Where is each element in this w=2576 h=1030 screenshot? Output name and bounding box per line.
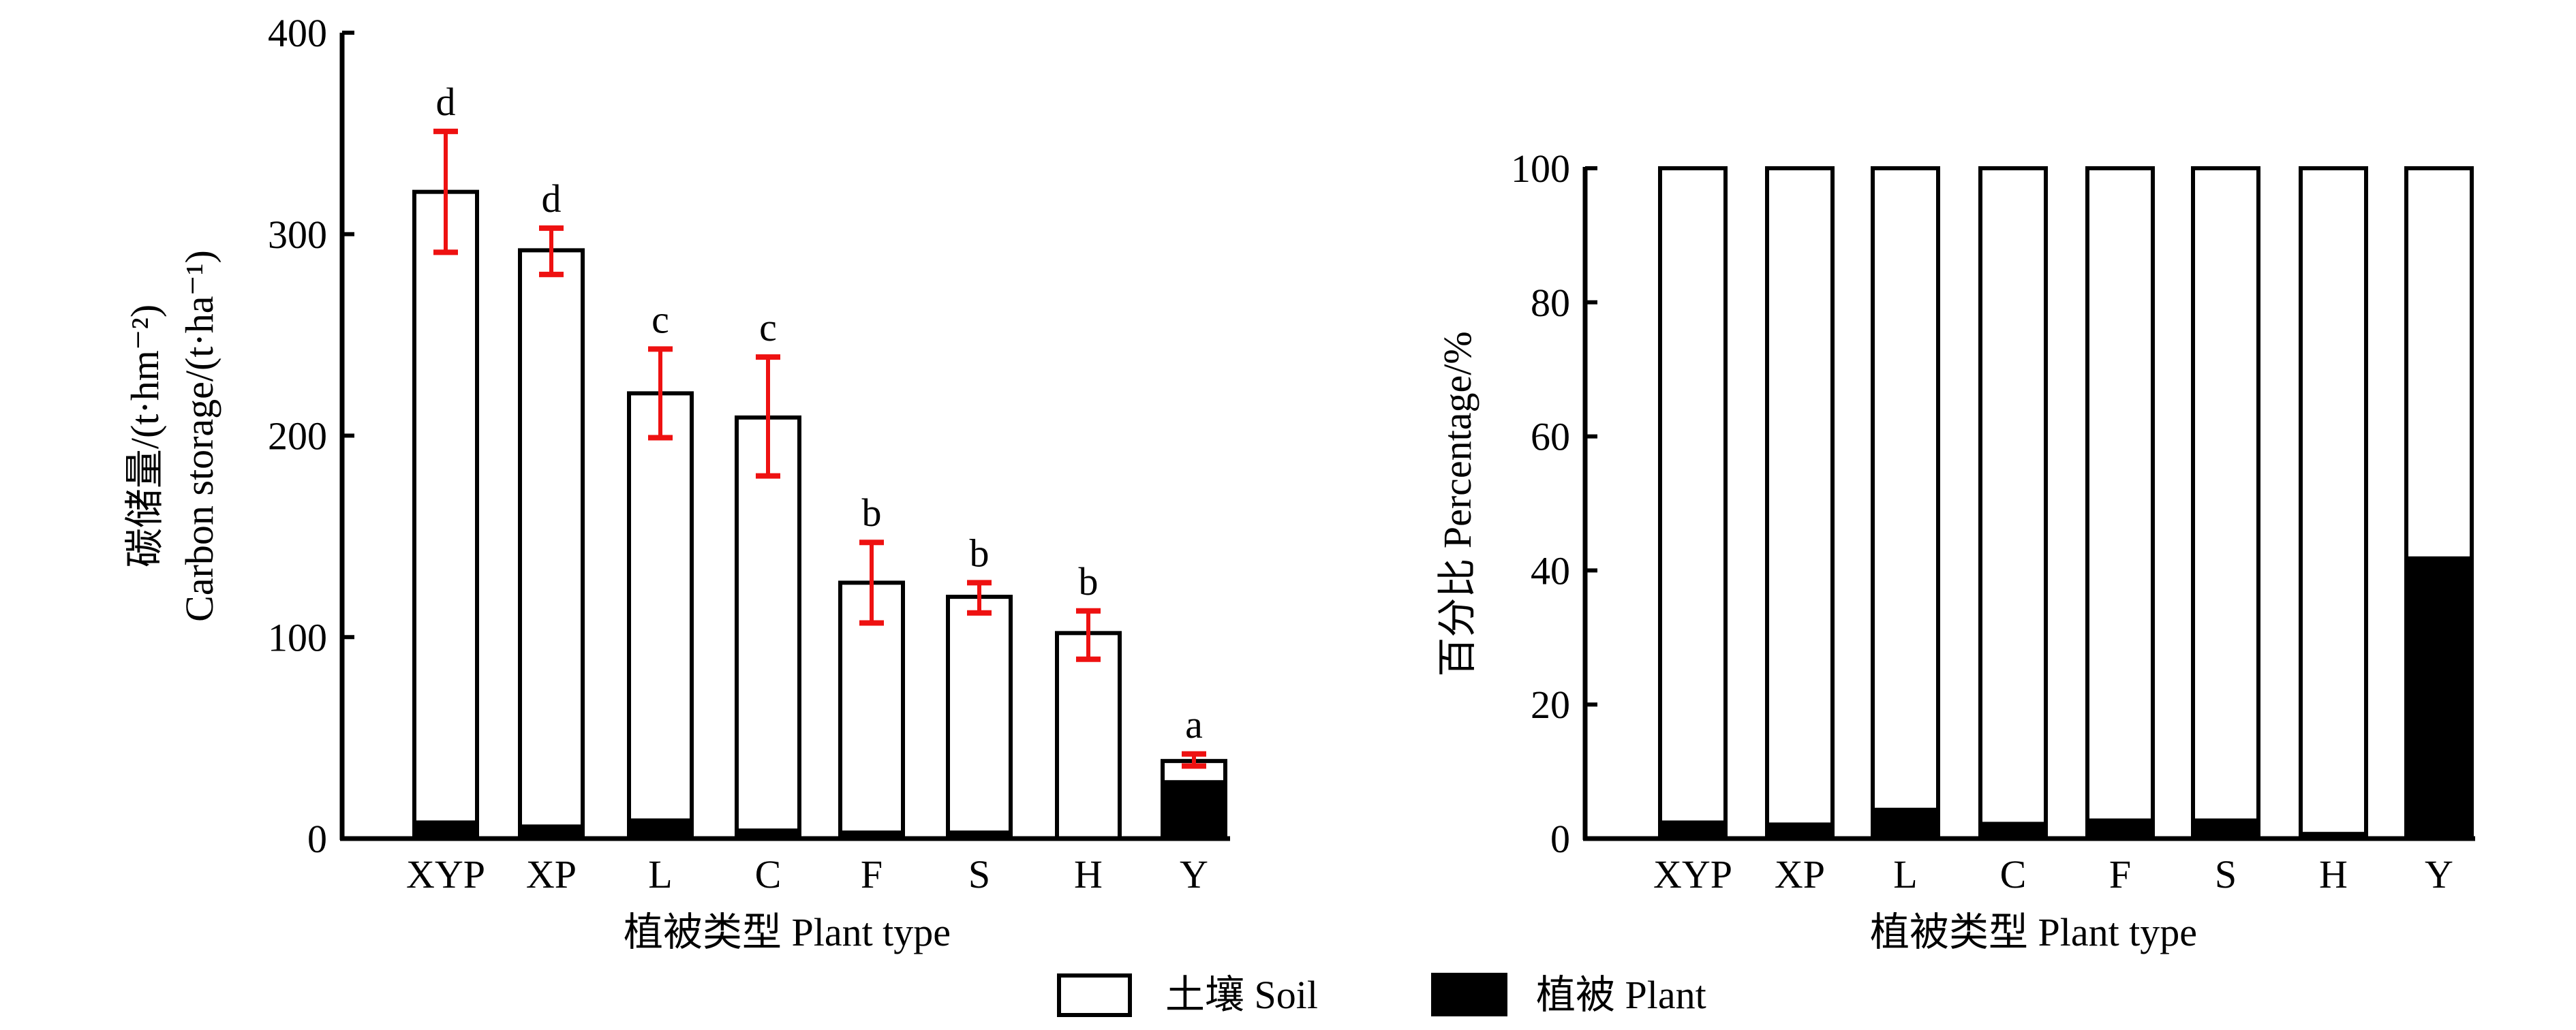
bar-soil-s [2191, 166, 2260, 841]
y-tick-label: 60 [1531, 415, 1570, 459]
bar-plant-xyp [414, 820, 477, 839]
bar-plant-f [2087, 818, 2153, 839]
y-tick-label: 0 [1550, 817, 1570, 861]
error-bar-c [756, 354, 780, 479]
bar-soil-f [2085, 166, 2155, 841]
bar-plant-l [1873, 807, 1938, 839]
x-tick-label: L [648, 852, 672, 896]
bar-plant-s [2193, 818, 2258, 839]
legend-swatch-soil [1057, 973, 1132, 1017]
left-y-axis-label-cn: 碳储量/(t·hm⁻²) [123, 305, 167, 567]
error-bar-xyp [433, 128, 458, 255]
x-tick-label: F [861, 852, 883, 896]
legend: 土壤 Soil 植被 Plant [1057, 973, 1706, 1017]
y-tick-label: 80 [1531, 281, 1570, 325]
bar-plant-c [1980, 822, 2046, 839]
y-tick-label: 200 [268, 414, 327, 458]
carbon-storage-chart: d d c c b b b a 0 100 200 300 400 XYP XP L C F S H Y 植被类型 … [123, 11, 1230, 954]
x-tick-label: Y [2425, 852, 2453, 896]
error-bar-f [859, 540, 884, 626]
legend-label-plant: 植被 Plant [1536, 973, 1706, 1017]
error-bar-l [648, 346, 673, 441]
bar-soil-h [2299, 166, 2368, 841]
bar-plant-xp [1767, 822, 1833, 839]
significance-letter: b [862, 490, 882, 535]
bar-plant-s [948, 830, 1011, 839]
x-tick-label: XYP [1653, 852, 1732, 896]
error-bar-xp [539, 225, 564, 277]
x-tick-label: XP [526, 852, 577, 896]
error-bar-y [1182, 751, 1206, 769]
y-tick-label: 20 [1531, 683, 1570, 727]
left-x-axis-label: 植被类型 Plant type [624, 910, 951, 954]
x-tick-label: S [968, 852, 990, 896]
right-y-axis-label: 百分比 Percentage/% [1435, 331, 1479, 676]
legend-label-soil: 土壤 Soil [1165, 973, 1318, 1017]
bar-soil-h [1055, 631, 1122, 841]
bar-plant-c [737, 828, 799, 839]
error-bar-h [1076, 608, 1101, 662]
right-y-ticks: 0 20 40 60 80 100 [1511, 146, 1597, 861]
y-tick-label: 0 [307, 817, 327, 861]
significance-letter: d [542, 176, 562, 221]
y-tick-label: 400 [268, 11, 327, 55]
x-tick-label: XYP [406, 852, 485, 896]
significance-letter: d [436, 80, 456, 124]
bar-soil-l [627, 391, 694, 841]
x-tick-label: Y [1180, 852, 1208, 896]
right-x-tick-labels: XYP XP L C F S H Y [1653, 852, 2453, 896]
bar-soil-xyp [1658, 166, 1728, 841]
bar-soil-s [946, 595, 1013, 841]
bar-soil-xp [518, 248, 585, 841]
right-x-axis-label: 植被类型 Plant type [1870, 910, 2197, 954]
left-y-axis-label-en: Carbon storage/(t·ha⁻¹) [177, 250, 221, 622]
x-tick-label: H [1074, 852, 1103, 896]
y-tick-label: 300 [268, 213, 327, 257]
percentage-chart: 0 20 40 60 80 100 XYP XP L C F S H Y 植被类型 Plant type… [1435, 146, 2475, 954]
significance-letter: c [651, 297, 669, 341]
x-tick-label: S [2215, 852, 2237, 896]
left-x-tick-labels: XYP XP L C F S H Y [406, 852, 1208, 896]
y-tick-label: 100 [1511, 146, 1570, 191]
bar-plant-h [2301, 832, 2366, 839]
x-tick-label: L [1893, 852, 1917, 896]
bar-soil-xp [1765, 166, 1835, 841]
x-tick-label: C [755, 852, 782, 896]
bar-plant-xp [520, 824, 583, 839]
bar-soil-c [735, 415, 801, 841]
x-tick-label: C [2000, 852, 2027, 896]
significance-letter: c [759, 305, 777, 349]
bar-plant-l [629, 818, 692, 839]
significance-letter: a [1185, 702, 1203, 747]
bar-soil-l [1871, 166, 1940, 841]
error-bar-s [967, 580, 992, 616]
left-y-ticks: 0 100 200 300 400 [268, 11, 354, 861]
x-tick-label: F [2109, 852, 2131, 896]
x-tick-label: XP [1775, 852, 1825, 896]
y-tick-label: 40 [1531, 548, 1570, 593]
bar-plant-xyp [1660, 820, 1726, 839]
right-bars [1658, 166, 2474, 841]
significance-letter: b [970, 531, 990, 575]
x-tick-label: H [2319, 852, 2348, 896]
bar-plant-y [1163, 780, 1225, 839]
y-tick-label: 100 [268, 615, 327, 659]
left-bars: d d c c b b b a [412, 80, 1227, 841]
bar-plant-f [840, 830, 903, 839]
bar-plant-y [2406, 556, 2472, 839]
legend-swatch-plant [1431, 973, 1507, 1016]
bar-soil-xyp [412, 189, 479, 841]
significance-letter: b [1079, 559, 1099, 604]
bar-soil-c [1978, 166, 2048, 841]
